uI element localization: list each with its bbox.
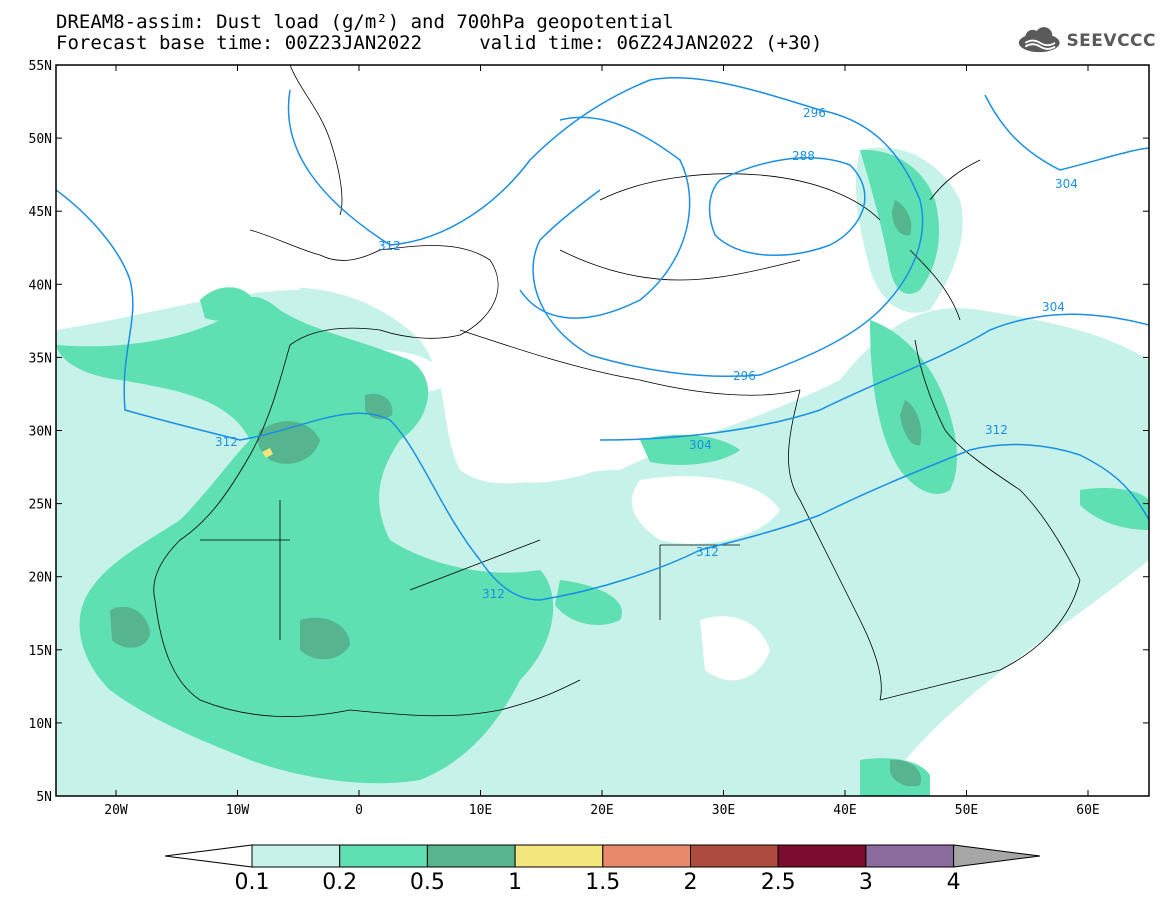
contour-label: 288	[792, 149, 815, 163]
legend-label: 3	[859, 870, 873, 895]
seevccc-logo: SEEVCCC	[1016, 25, 1156, 57]
lon-label: 60E	[1076, 803, 1099, 818]
lat-label: 45N	[29, 205, 52, 220]
legend-swatch	[602, 844, 691, 868]
lat-label: 35N	[29, 351, 52, 366]
contour-label: 296	[803, 106, 826, 120]
legend-swatch	[426, 844, 516, 868]
forecast-times: Forecast base time: 00Z23JAN2022 valid t…	[56, 32, 823, 54]
lat-label: 25N	[29, 498, 52, 513]
lon-label: 10E	[469, 803, 492, 818]
lat-label: 15N	[29, 644, 52, 659]
geopotential-contours	[56, 76, 1149, 601]
legend-label: 0.1	[235, 870, 270, 895]
legend-label: 0.2	[322, 870, 357, 895]
lon-label: 0	[355, 803, 363, 818]
lat-label: 5N	[36, 790, 52, 805]
lat-label: 50N	[29, 132, 52, 147]
lon-label: 40E	[833, 803, 856, 818]
lon-label: 20E	[590, 803, 613, 818]
legend-swatch	[865, 844, 955, 868]
legend-label: 1.5	[585, 870, 620, 895]
legend-label: 2	[684, 870, 698, 895]
legend-label: 0.5	[410, 870, 445, 895]
lon-label: 30E	[712, 803, 735, 818]
legend-label: 2.5	[761, 870, 796, 895]
legend-swatch	[164, 844, 253, 868]
lat-label: 30N	[29, 425, 52, 440]
legend-swatch	[339, 844, 428, 868]
lat-label: 55N	[29, 59, 52, 74]
contour-label: 312	[985, 423, 1008, 437]
contour-label: 304	[689, 438, 712, 452]
contour-label: 304	[1055, 177, 1078, 191]
legend-swatch	[514, 844, 604, 868]
map-axes: 55N 50N 45N 40N 35N 30N 25N 20N 15N 10N 5N 20W 10W 0 1…	[29, 59, 1149, 818]
contour-label: 296	[733, 369, 756, 383]
lat-label: 40N	[29, 278, 52, 293]
cloud-icon	[1018, 27, 1060, 53]
colorbar-legend: 0.1 0.2 0.5 1 1.5 2 2.5 3 4	[164, 844, 1041, 895]
contour-label: 304	[1042, 300, 1065, 314]
dust-field	[56, 147, 1149, 796]
legend-swatch	[251, 844, 341, 868]
contour-label: 312	[378, 239, 401, 253]
contour-label: 312	[215, 435, 238, 449]
lon-label: 50E	[955, 803, 978, 818]
lat-label: 20N	[29, 571, 52, 586]
contour-label: 312	[482, 587, 505, 601]
legend-swatch	[777, 844, 867, 868]
legend-swatch	[690, 844, 779, 868]
legend-label: 1	[508, 870, 522, 895]
contour-label: 312	[696, 545, 719, 559]
lon-label: 10W	[226, 803, 250, 818]
lat-label: 10N	[29, 717, 52, 732]
map-title: DREAM8-assim: Dust load (g/m²) and 700hP…	[56, 11, 674, 33]
logo-text: SEEVCCC	[1066, 31, 1156, 51]
contour-label-group: 296 288 304 312 304 296 304 312 312 312 …	[215, 106, 1078, 601]
lon-label: 20W	[104, 803, 128, 818]
legend-swatch	[953, 844, 1041, 868]
legend-label: 4	[947, 870, 961, 895]
